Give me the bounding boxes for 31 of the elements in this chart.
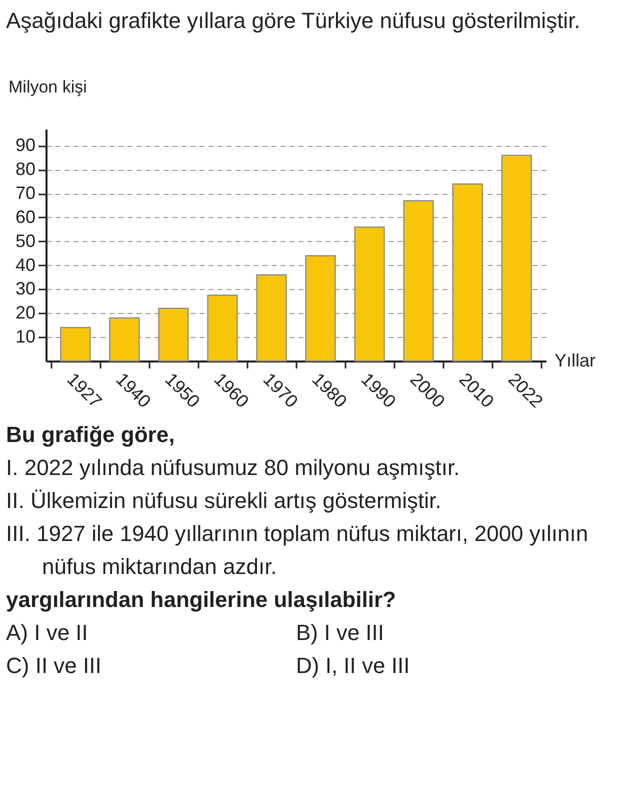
bar	[354, 226, 385, 362]
y-tick-label: 80	[15, 159, 36, 180]
text: B) I ve III	[296, 619, 386, 647]
y-tick-label: 10	[15, 326, 36, 347]
text: II. Ülkemizin nüfusu sürekli artış göstermiştir.	[6, 487, 442, 515]
bar	[158, 308, 189, 362]
text: C) II ve III	[6, 652, 102, 680]
y-tick-label: 50	[15, 230, 36, 251]
x-axis-title: Yıllar	[554, 350, 596, 370]
text: Bu grafiğe göre,	[6, 421, 176, 449]
y-axis-title: Milyon kişi	[8, 78, 87, 96]
bar	[60, 326, 91, 362]
text: I. 2022 yılında nüfusumuz 80 milyonu aşmıştır.	[6, 454, 461, 482]
text: D) I, II ve III	[296, 652, 411, 680]
text: A) I ve II	[6, 619, 89, 647]
chart-title: Aşağıdaki grafikte yıllara göre Türkiye nüfusu gösterilmiştir.	[5, 7, 582, 35]
y-tick-label: 70	[15, 183, 36, 204]
y-tick-label: 20	[15, 302, 36, 323]
bar	[109, 317, 140, 362]
y-tick-label: 90	[15, 135, 36, 156]
y-tick-label: 40	[15, 254, 36, 275]
bar	[305, 255, 336, 362]
bar	[452, 183, 483, 362]
bar	[501, 154, 532, 362]
y-tick-label: 30	[15, 278, 36, 299]
y-tick-label: 60	[15, 206, 36, 227]
text: yargılarından hangilerine ulaşılabilir?	[6, 586, 397, 614]
text: III. 1927 ile 1940 yıllarının toplam nüfus miktarı, 2000 yılının nüfus miktarından azdır.	[6, 520, 590, 581]
bar	[403, 200, 434, 362]
bar	[256, 274, 287, 362]
bar	[207, 294, 238, 362]
